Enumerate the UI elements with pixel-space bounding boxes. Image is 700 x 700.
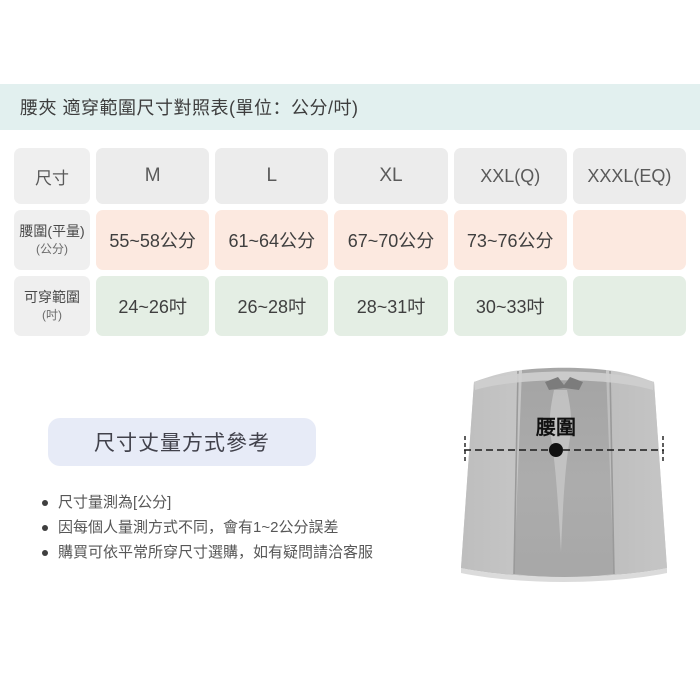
cell-fit-inch-xl: 28~31吋: [334, 276, 448, 336]
cell-fit-inch-xxl: 30~33吋: [453, 276, 567, 336]
table-header-cell-l: L: [215, 148, 329, 204]
table-row: 可穿範圍 (吋) 24~26吋 26~28吋 28~31吋 30~33吋: [14, 276, 687, 336]
row-label-waist-cm: 腰圍(平量) (公分): [14, 210, 90, 270]
center-highlight: [549, 390, 572, 552]
garment-bottom-hem: [461, 568, 667, 582]
measurement-notes-list: 尺寸量測為[公分] 因每個人量測方式不同，會有1~2公分誤差 購買可依平常所穿尺…: [42, 490, 462, 565]
list-item: 購買可依平常所穿尺寸選購，如有疑問請洽客服: [42, 540, 462, 565]
cell-waist-cm-xxl: 73~76公分: [453, 210, 567, 270]
measurement-guide-badge: 尺寸丈量方式參考: [48, 418, 316, 466]
row-label-main: 可穿範圍: [24, 288, 80, 305]
garment-right-panel: [606, 370, 667, 574]
table-row: 腰圍(平量) (公分) 55~58公分 61~64公分 67~70公分 73~7…: [14, 210, 687, 270]
table-header-cell-xxl: XXL(Q): [453, 148, 567, 204]
size-chart-table: 尺寸 M L XL XXL(Q) XXXL(EQ) 腰圍(平量) (公分) 55…: [14, 148, 687, 342]
table-header-cell-xxxl: XXXL(EQ): [572, 148, 687, 204]
list-item: 因每個人量測方式不同，會有1~2公分誤差: [42, 515, 462, 540]
seam-line-right: [609, 370, 615, 575]
cell-waist-cm-xxxl: [572, 210, 687, 270]
cell-waist-cm-l: 61~64公分: [215, 210, 329, 270]
table-header-cell-size: 尺寸: [14, 148, 90, 204]
seam-line-left: [513, 370, 519, 575]
waist-measure-label: 腰圍: [535, 416, 576, 439]
cell-waist-cm-m: 55~58公分: [96, 210, 210, 270]
row-label-unit: (公分): [36, 242, 68, 257]
garment-left-panel: [461, 370, 522, 574]
garment-top-hem: [474, 371, 654, 390]
row-label-fit-inch: 可穿範圍 (吋): [14, 276, 90, 336]
cell-fit-inch-l: 26~28吋: [215, 276, 329, 336]
table-header-cell-xl: XL: [334, 148, 448, 204]
waist-measure-point: [549, 443, 563, 457]
header-band: 腰夾 適穿範圍尺寸對照表(單位：公分/吋): [0, 84, 700, 130]
cell-fit-inch-xxxl: [572, 276, 687, 336]
table-header-row: 尺寸 M L XL XXL(Q) XXXL(EQ): [14, 148, 687, 204]
table-header-cell-m: M: [96, 148, 210, 204]
bow-clasp: [545, 377, 583, 390]
page-title: 腰夾 適穿範圍尺寸對照表(單位：公分/吋): [20, 98, 359, 118]
row-label-unit: (吋): [42, 308, 62, 323]
cell-fit-inch-m: 24~26吋: [96, 276, 210, 336]
waist-cincher-illustration: 腰圍: [448, 352, 680, 584]
cell-waist-cm-xl: 67~70公分: [334, 210, 448, 270]
list-item: 尺寸量測為[公分]: [42, 490, 462, 515]
row-label-main: 腰圍(平量): [19, 222, 85, 239]
